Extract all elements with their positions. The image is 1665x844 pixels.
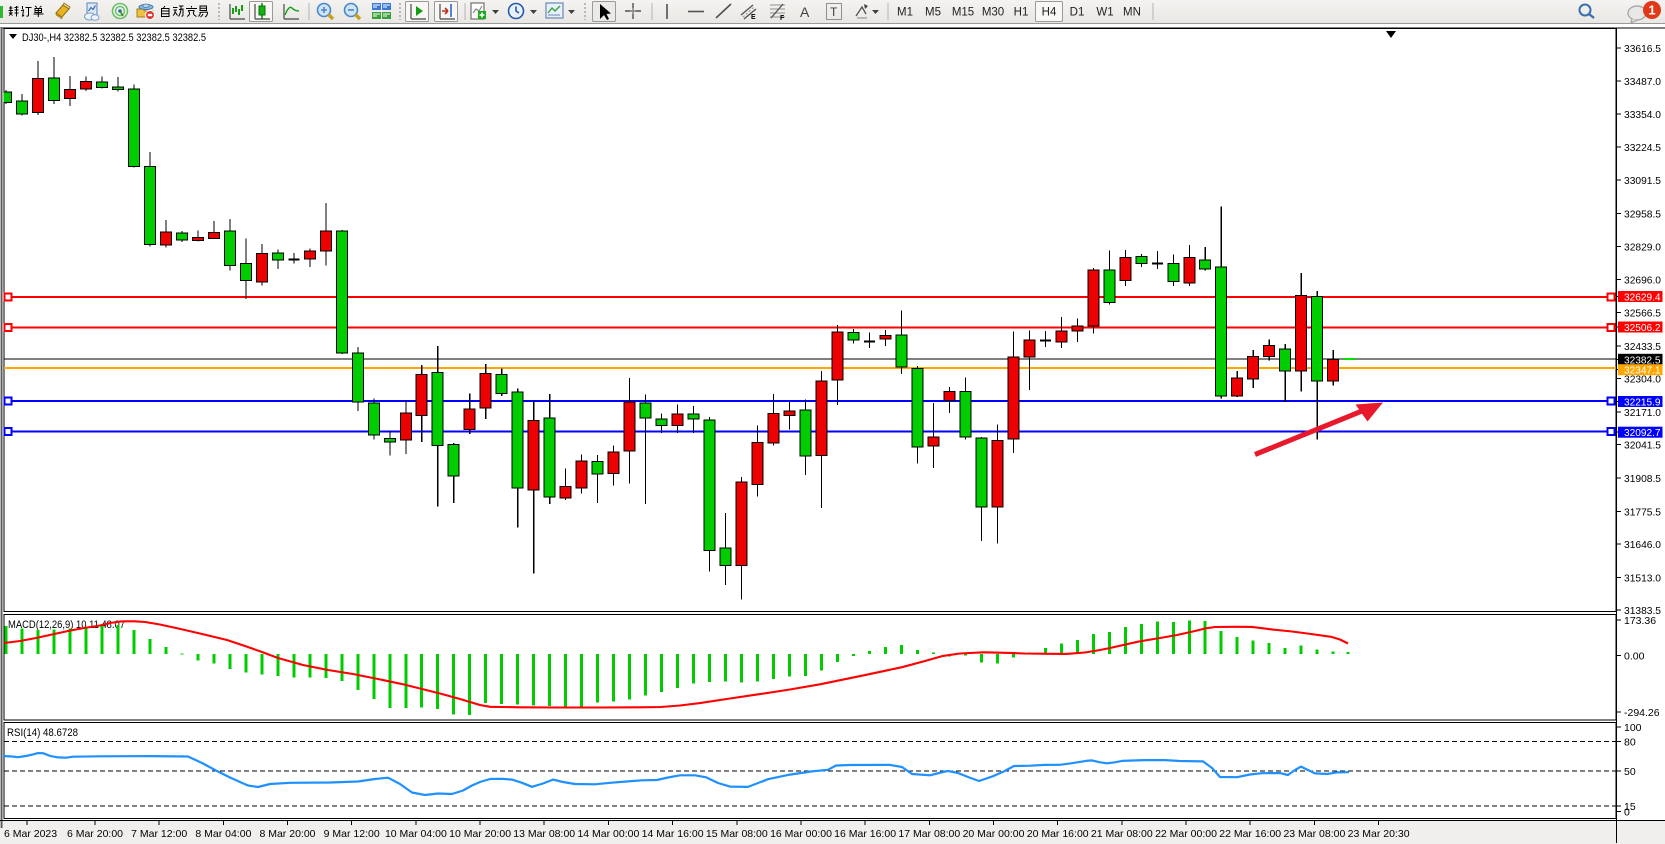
svg-text:M1: M1	[897, 7, 913, 19]
svg-text:20 Mar 16:00: 20 Mar 16:00	[1027, 828, 1089, 840]
svg-text:9 Mar 12:00: 9 Mar 12:00	[324, 828, 380, 840]
svg-text:D1: D1	[1070, 7, 1085, 19]
svg-text:33616.5: 33616.5	[1624, 43, 1661, 55]
svg-text:W1: W1	[1096, 7, 1113, 19]
svg-text:13 Mar 08:00: 13 Mar 08:00	[513, 828, 575, 840]
svg-text:32696.0: 32696.0	[1624, 275, 1661, 287]
svg-text:100: 100	[1624, 722, 1642, 734]
svg-text:31775.5: 31775.5	[1624, 506, 1661, 518]
svg-text:16 Mar 00:00: 16 Mar 00:00	[770, 828, 832, 840]
svg-text:80: 80	[1624, 737, 1636, 749]
svg-text:173.36: 173.36	[1624, 615, 1656, 627]
svg-text:7 Mar 12:00: 7 Mar 12:00	[131, 828, 187, 840]
svg-text:32566.5: 32566.5	[1624, 307, 1661, 319]
svg-text:32304.0: 32304.0	[1624, 373, 1661, 385]
svg-text:8 Mar 04:00: 8 Mar 04:00	[195, 828, 251, 840]
svg-text:23 Mar 20:30: 23 Mar 20:30	[1348, 828, 1410, 840]
svg-text:DJ30-,H4 32382.5 32382.5 3238: DJ30-,H4 32382.5 32382.5 32382.5 32382.5	[22, 32, 206, 44]
svg-text:32506.2: 32506.2	[1624, 322, 1661, 334]
svg-text:10 Mar 04:00: 10 Mar 04:00	[385, 828, 447, 840]
svg-text:MACD(12,26,9) 10.11 48.07: MACD(12,26,9) 10.11 48.07	[8, 619, 125, 631]
svg-text:10 Mar 20:00: 10 Mar 20:00	[449, 828, 511, 840]
svg-text:H1: H1	[1014, 7, 1029, 19]
svg-text:15: 15	[1624, 801, 1636, 813]
svg-text:33091.5: 33091.5	[1624, 175, 1661, 187]
svg-text:33487.0: 33487.0	[1624, 76, 1661, 88]
svg-text:31383.5: 31383.5	[1624, 605, 1661, 617]
svg-text:0.00: 0.00	[1624, 651, 1645, 663]
svg-text:32347.1: 32347.1	[1624, 365, 1661, 377]
svg-text:22 Mar 16:00: 22 Mar 16:00	[1219, 828, 1281, 840]
svg-text:A: A	[800, 4, 810, 20]
svg-text:31513.0: 31513.0	[1624, 572, 1661, 584]
svg-text:17 Mar 08:00: 17 Mar 08:00	[898, 828, 960, 840]
svg-text:6 Mar 20:00: 6 Mar 20:00	[67, 828, 123, 840]
svg-text:32215.9: 32215.9	[1624, 397, 1661, 409]
svg-text:M15: M15	[952, 7, 974, 19]
svg-text:M30: M30	[982, 7, 1004, 19]
svg-text:F: F	[780, 15, 785, 22]
svg-text:E: E	[751, 14, 756, 21]
svg-text:21 Mar 08:00: 21 Mar 08:00	[1091, 828, 1153, 840]
svg-text:14 Mar 00:00: 14 Mar 00:00	[577, 828, 639, 840]
svg-text:RSI(14) 48.6728: RSI(14) 48.6728	[7, 727, 78, 739]
svg-text:14 Mar 16:00: 14 Mar 16:00	[642, 828, 704, 840]
svg-text:32629.4: 32629.4	[1624, 292, 1661, 304]
svg-text:32171.0: 32171.0	[1624, 407, 1661, 419]
svg-text:15 Mar 08:00: 15 Mar 08:00	[706, 828, 768, 840]
svg-text:T: T	[830, 5, 838, 19]
svg-text:0: 0	[1624, 807, 1630, 819]
svg-text:MN: MN	[1123, 7, 1141, 19]
svg-text:32433.5: 32433.5	[1624, 341, 1661, 353]
svg-text:M5: M5	[925, 7, 941, 19]
svg-text:32092.7: 32092.7	[1624, 427, 1661, 439]
svg-text:20 Mar 00:00: 20 Mar 00:00	[963, 828, 1025, 840]
svg-text:32041.5: 32041.5	[1624, 439, 1661, 451]
svg-text:8 Mar 20:00: 8 Mar 20:00	[259, 828, 315, 840]
svg-text:1: 1	[1648, 3, 1655, 18]
svg-text:50: 50	[1624, 766, 1636, 778]
svg-text:22 Mar 00:00: 22 Mar 00:00	[1155, 828, 1217, 840]
svg-text:6 Mar 2023: 6 Mar 2023	[4, 828, 57, 840]
svg-text:31908.5: 31908.5	[1624, 473, 1661, 485]
svg-text:32829.0: 32829.0	[1624, 241, 1661, 253]
svg-text:32958.5: 32958.5	[1624, 209, 1661, 221]
svg-text:33354.0: 33354.0	[1624, 109, 1661, 121]
svg-text:33224.5: 33224.5	[1624, 142, 1661, 154]
svg-text:23 Mar 08:00: 23 Mar 08:00	[1283, 828, 1345, 840]
svg-text:31646.0: 31646.0	[1624, 539, 1661, 551]
svg-text:32382.5: 32382.5	[1624, 354, 1661, 366]
svg-text:-294.26: -294.26	[1624, 707, 1660, 719]
svg-text:H4: H4	[1042, 7, 1057, 19]
svg-text:16 Mar 16:00: 16 Mar 16:00	[834, 828, 896, 840]
